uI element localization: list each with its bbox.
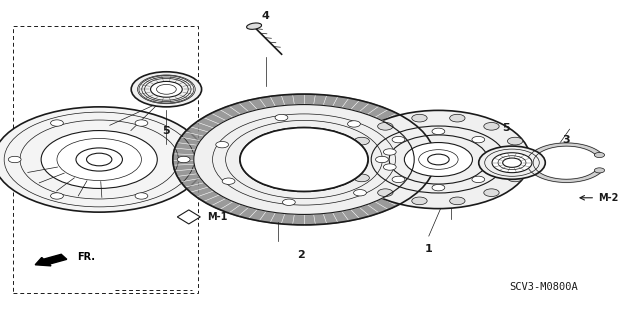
Text: 5: 5 [502,122,509,133]
Circle shape [0,107,205,212]
Circle shape [51,120,63,126]
Text: 2: 2 [297,250,305,260]
Circle shape [376,156,388,163]
Circle shape [479,146,545,179]
Circle shape [216,141,228,148]
Circle shape [432,184,445,191]
Circle shape [508,137,523,145]
Circle shape [392,176,405,182]
Circle shape [472,176,484,182]
Circle shape [378,122,393,130]
Circle shape [51,193,63,199]
Circle shape [472,137,484,143]
Text: M-1: M-1 [207,212,227,222]
FancyArrow shape [35,254,67,266]
Circle shape [76,148,122,171]
Circle shape [240,128,368,191]
Circle shape [353,189,366,196]
Circle shape [383,164,396,170]
Text: 4: 4 [262,11,269,21]
Circle shape [222,178,235,184]
Text: M-2: M-2 [598,193,619,203]
Circle shape [595,168,605,173]
Circle shape [177,156,190,163]
Circle shape [150,81,182,97]
Ellipse shape [246,23,262,29]
Polygon shape [527,143,602,182]
Circle shape [492,153,532,173]
Circle shape [86,153,112,166]
Circle shape [450,197,465,205]
Text: 5: 5 [163,126,170,136]
Circle shape [8,156,21,163]
Circle shape [392,137,405,143]
Circle shape [595,152,605,158]
Circle shape [488,156,501,163]
Circle shape [131,72,202,107]
Circle shape [412,114,427,122]
Circle shape [378,189,393,197]
Bar [13,26,198,293]
Circle shape [383,149,396,155]
Circle shape [412,197,427,205]
Circle shape [508,174,523,182]
Circle shape [516,156,531,163]
Circle shape [450,114,465,122]
Ellipse shape [347,110,530,209]
Ellipse shape [340,152,357,167]
Circle shape [484,189,499,197]
Polygon shape [173,94,435,225]
Circle shape [354,174,369,182]
Text: 3: 3 [563,135,570,145]
Circle shape [135,193,148,199]
Circle shape [432,128,445,135]
Circle shape [502,158,522,167]
Text: 1: 1 [425,244,433,254]
Circle shape [484,122,499,130]
Polygon shape [194,105,414,214]
Polygon shape [177,210,200,224]
Circle shape [428,154,449,165]
Circle shape [346,156,361,163]
Circle shape [282,199,295,205]
Circle shape [157,85,176,94]
Circle shape [404,143,472,176]
Circle shape [348,121,360,127]
Circle shape [275,115,288,121]
Text: SCV3-M0800A: SCV3-M0800A [509,282,579,292]
Text: FR.: FR. [77,252,95,262]
Circle shape [135,120,148,126]
Circle shape [354,137,369,145]
Circle shape [41,130,157,189]
